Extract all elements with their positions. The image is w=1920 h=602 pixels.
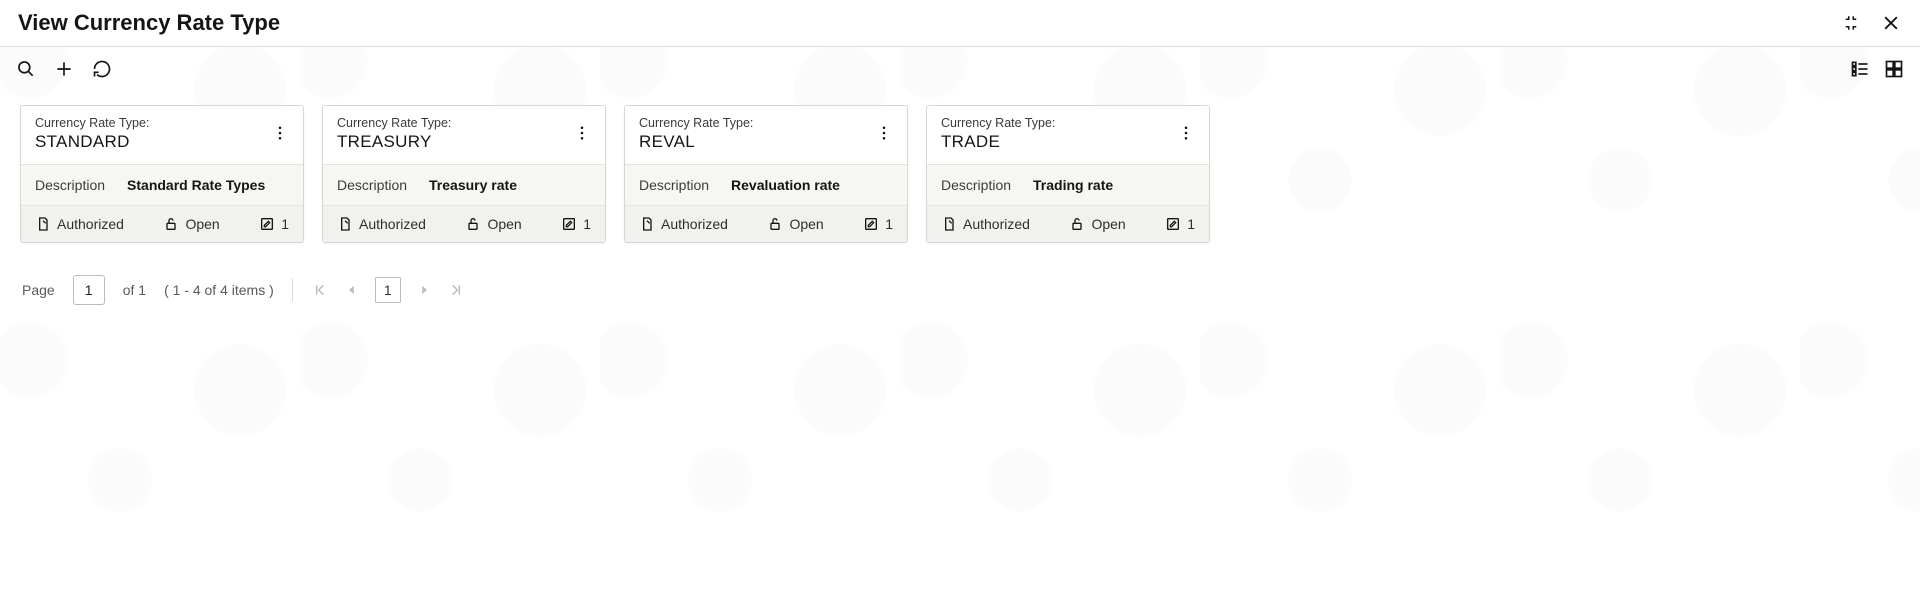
toolbar-left [14,57,114,81]
doc-check-icon [941,216,957,232]
page-number[interactable]: 1 [375,277,401,303]
divider [292,279,293,301]
card-menu-icon[interactable] [875,116,893,147]
pager-controls: 1 [311,277,465,303]
card-grid: Currency Rate Type: STANDARD Description… [0,87,1920,261]
edit-count-value: 1 [281,216,289,232]
search-icon[interactable] [14,57,38,81]
card-header: Currency Rate Type: TREASURY [323,106,605,165]
lock-open-icon [163,216,179,232]
prev-page-icon[interactable] [343,281,361,299]
card-type-value: TREASURY [337,132,451,152]
close-icon[interactable] [1880,12,1902,34]
auth-status-label: Authorized [661,216,728,232]
auth-status: Authorized [337,216,426,232]
card-type-value: TRADE [941,132,1055,152]
doc-check-icon [337,216,353,232]
card-description-row: Description Revaluation rate [625,165,907,206]
description-label: Description [639,177,709,193]
auth-status: Authorized [941,216,1030,232]
card-status-row: Authorized Open 1 [625,206,907,242]
edit-count-value: 1 [885,216,893,232]
list-view-icon[interactable] [1848,57,1872,81]
page-input[interactable] [73,275,105,305]
open-status-label: Open [1091,216,1125,232]
open-status: Open [767,216,823,232]
open-status: Open [1069,216,1125,232]
page-title: View Currency Rate Type [18,10,280,36]
card-type-label: Currency Rate Type: [941,116,1055,130]
card-status-row: Authorized Open 1 [927,206,1209,242]
grid-view-icon[interactable] [1882,57,1906,81]
description-value: Trading rate [1033,177,1113,193]
description-value: Revaluation rate [731,177,840,193]
auth-status: Authorized [639,216,728,232]
card-type-label: Currency Rate Type: [639,116,753,130]
card-menu-icon[interactable] [1177,116,1195,147]
page-range-label: ( 1 - 4 of 4 items ) [164,282,274,298]
card-type-value: STANDARD [35,132,149,152]
header-actions [1840,12,1902,34]
card-type-label: Currency Rate Type: [35,116,149,130]
edit-count: 1 [561,216,591,232]
card-type-value: REVAL [639,132,753,152]
auth-status-label: Authorized [359,216,426,232]
open-status: Open [163,216,219,232]
card-header: Currency Rate Type: STANDARD [21,106,303,165]
lock-open-icon [465,216,481,232]
edit-icon [1165,216,1181,232]
card-status-row: Authorized Open 1 [323,206,605,242]
rate-type-card: Currency Rate Type: TREASURY Description… [322,105,606,243]
page-of-label: of 1 [123,282,146,298]
edit-icon [259,216,275,232]
edit-icon [863,216,879,232]
next-page-icon[interactable] [415,281,433,299]
card-header: Currency Rate Type: REVAL [625,106,907,165]
open-status-label: Open [487,216,521,232]
description-label: Description [337,177,407,193]
card-type-label: Currency Rate Type: [337,116,451,130]
description-label: Description [941,177,1011,193]
edit-count: 1 [863,216,893,232]
edit-count: 1 [259,216,289,232]
card-menu-icon[interactable] [573,116,591,147]
add-icon[interactable] [52,57,76,81]
rate-type-card: Currency Rate Type: TRADE Description Tr… [926,105,1210,243]
edit-icon [561,216,577,232]
edit-count-value: 1 [583,216,591,232]
auth-status-label: Authorized [57,216,124,232]
card-header: Currency Rate Type: TRADE [927,106,1209,165]
rate-type-card: Currency Rate Type: REVAL Description Re… [624,105,908,243]
rate-type-card: Currency Rate Type: STANDARD Description… [20,105,304,243]
auth-status-label: Authorized [963,216,1030,232]
card-description-row: Description Trading rate [927,165,1209,206]
last-page-icon[interactable] [447,281,465,299]
refresh-icon[interactable] [90,57,114,81]
open-status-label: Open [185,216,219,232]
auth-status: Authorized [35,216,124,232]
first-page-icon[interactable] [311,281,329,299]
pagination-bar: Page of 1 ( 1 - 4 of 4 items ) 1 [0,261,1920,325]
collapse-icon[interactable] [1840,12,1862,34]
open-status-label: Open [789,216,823,232]
description-value: Standard Rate Types [127,177,265,193]
doc-check-icon [639,216,655,232]
lock-open-icon [767,216,783,232]
toolbar [0,47,1920,87]
edit-count-value: 1 [1187,216,1195,232]
page-label: Page [22,282,55,298]
description-value: Treasury rate [429,177,517,193]
card-status-row: Authorized Open 1 [21,206,303,242]
card-description-row: Description Treasury rate [323,165,605,206]
card-menu-icon[interactable] [271,116,289,147]
toolbar-right [1848,57,1906,81]
lock-open-icon [1069,216,1085,232]
header-bar: View Currency Rate Type [0,0,1920,47]
description-label: Description [35,177,105,193]
doc-check-icon [35,216,51,232]
open-status: Open [465,216,521,232]
edit-count: 1 [1165,216,1195,232]
card-description-row: Description Standard Rate Types [21,165,303,206]
